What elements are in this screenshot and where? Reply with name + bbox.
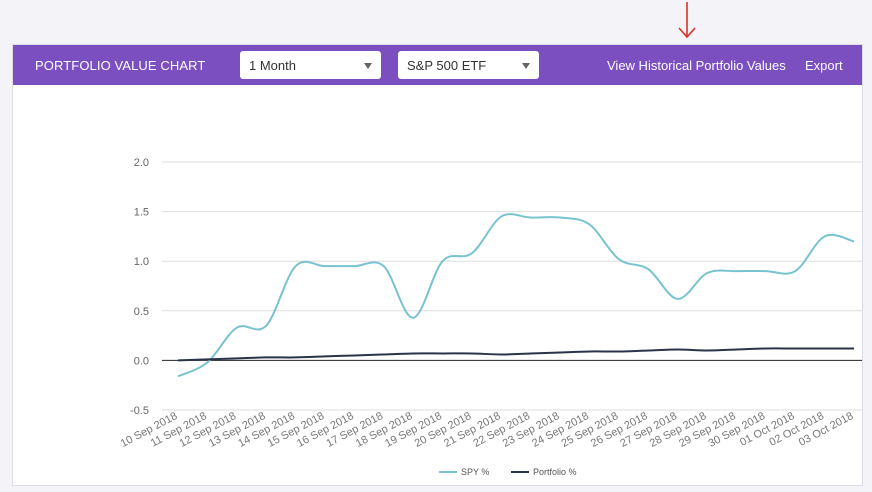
period-select[interactable]: 1 Month [240, 51, 381, 79]
y-tick-label: 0.5 [134, 306, 149, 318]
benchmark-select[interactable]: S&P 500 ETF [398, 51, 539, 79]
spy-series-line [177, 213, 855, 378]
y-tick-label: 0.0 [134, 355, 149, 367]
view-historical-values-link[interactable]: View Historical Portfolio Values [607, 58, 786, 73]
chart-title: PORTFOLIO VALUE CHART [35, 58, 206, 73]
legend-label-portfolio: Portfolio % [533, 467, 577, 477]
export-link[interactable]: Export [805, 58, 843, 73]
y-tick-label: -0.5 [130, 405, 149, 417]
period-select-value: 1 Month [249, 58, 296, 73]
legend-label-spy: SPY % [461, 467, 489, 477]
caret-down-icon [522, 63, 530, 69]
benchmark-select-value: S&P 500 ETF [407, 58, 487, 73]
portfolio-series-line [177, 347, 854, 362]
red-down-arrow-icon [678, 2, 696, 39]
chart-header: PORTFOLIO VALUE CHART 1 Month S&P 500 ET… [13, 45, 862, 85]
y-tick-label: 1.5 [134, 207, 149, 219]
caret-down-icon [364, 63, 372, 69]
y-tick-label: 1.0 [134, 256, 149, 268]
portfolio-chart-card: PORTFOLIO VALUE CHART 1 Month S&P 500 ET… [12, 44, 863, 486]
y-tick-label: 2.0 [134, 157, 149, 169]
